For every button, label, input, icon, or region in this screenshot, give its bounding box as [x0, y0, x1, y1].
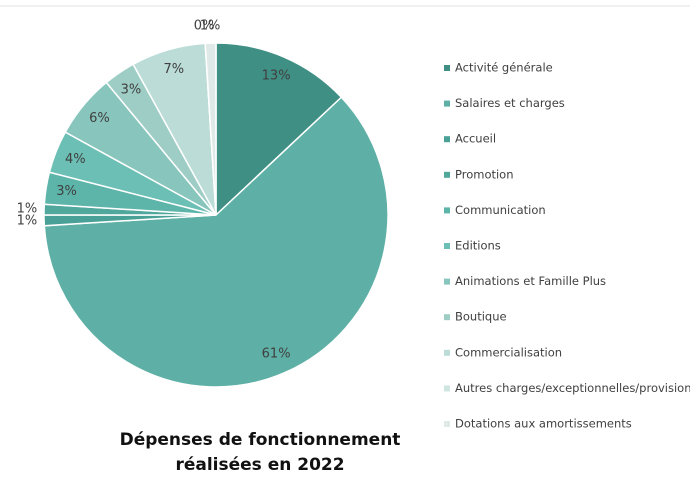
- data-label: 4%: [65, 152, 86, 167]
- legend-swatch: [444, 314, 450, 321]
- legend-swatch: [444, 136, 450, 143]
- data-label: 6%: [89, 111, 110, 126]
- pie-slice: [204, 42, 217, 216]
- legend-swatch: [444, 349, 450, 356]
- legend-label: Dotations aux amortissements: [455, 417, 632, 431]
- legend-swatch: [444, 278, 450, 285]
- legend-label: Editions: [455, 239, 501, 253]
- data-label: 1%: [200, 18, 221, 33]
- data-label: 61%: [262, 346, 291, 361]
- data-label: 7%: [163, 62, 184, 77]
- legend-swatch: [444, 65, 450, 71]
- legend-label: Communication: [455, 203, 546, 217]
- data-label: 3%: [121, 82, 142, 97]
- legend-label: Animations et Famille Plus: [455, 274, 606, 288]
- data-label: 0%: [194, 19, 215, 34]
- chart-title: Dépenses de fonctionnement réalisées en …: [119, 430, 401, 475]
- legend-swatch: [444, 243, 450, 249]
- data-label: 1%: [17, 202, 38, 217]
- legend-label: Commercialisation: [455, 345, 562, 359]
- data-label: 3%: [56, 184, 77, 199]
- legend-label: Promotion: [455, 167, 514, 181]
- data-label: 13%: [262, 69, 291, 84]
- legend-swatch: [444, 207, 450, 214]
- legend-label: Activité générale: [455, 61, 553, 75]
- legend-label: Autres charges/exceptionnelles/provision…: [455, 381, 690, 395]
- legend-label: Accueil: [455, 132, 496, 146]
- legend-label: Salaires et charges: [455, 96, 565, 110]
- legend-swatch: [444, 385, 450, 392]
- legend-swatch: [444, 421, 450, 427]
- data-label: 1%: [17, 213, 38, 228]
- legend-swatch: [444, 100, 450, 107]
- pie-slice: [215, 42, 343, 217]
- pie-slice: [43, 96, 389, 388]
- legend-label: Boutique: [455, 310, 507, 324]
- legend-swatch: [444, 171, 450, 178]
